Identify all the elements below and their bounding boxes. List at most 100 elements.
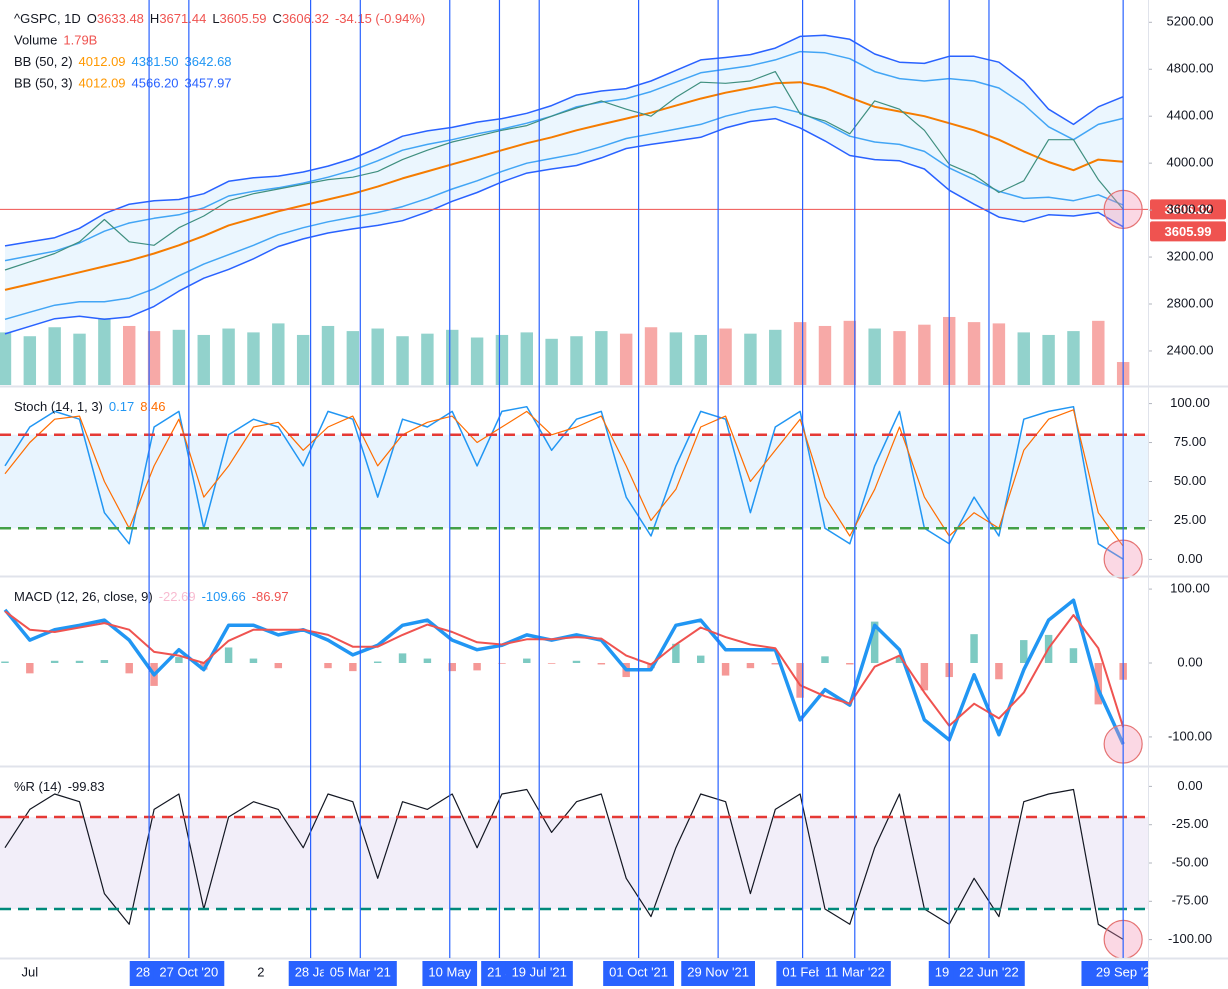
histogram-bar <box>50 660 59 663</box>
volume-bar <box>570 336 583 385</box>
y-tick-label: 100.00 <box>1170 395 1210 410</box>
histogram-bar <box>771 663 779 665</box>
volume-bar <box>371 328 384 385</box>
legend-text: H <box>150 11 159 26</box>
histogram-bar <box>498 663 506 664</box>
volume-bar <box>744 333 757 385</box>
x-tick-highlight <box>323 961 397 986</box>
volume-bar <box>545 338 558 385</box>
volume-bar <box>818 325 832 385</box>
legend-row: MACD (12, 26, close, 9) -22.69 -109.66 -86.… <box>14 589 289 604</box>
histogram-bar <box>547 663 556 664</box>
y-tick-label: 50.00 <box>1174 473 1207 488</box>
volume-bar <box>147 331 161 385</box>
legend-text: 3671.44 <box>159 11 206 26</box>
price-label: 3605.99 <box>1165 224 1212 239</box>
legend-text: MACD (12, 26, close, 9) <box>14 589 153 604</box>
volume-bar <box>346 331 360 385</box>
volume-bar <box>719 328 732 385</box>
legend-text: BB (50, 2) <box>14 54 73 69</box>
x-tick-label: 01 Feb <box>782 964 822 979</box>
histogram-bar <box>995 663 1003 680</box>
legend-text: 4566.20 <box>132 76 179 91</box>
x-tick-highlight <box>603 961 675 986</box>
histogram-bar <box>324 663 332 669</box>
volume-bar <box>694 334 707 385</box>
y-tick-label: 100.00 <box>1170 581 1210 596</box>
legend-text: 3642.68 <box>185 54 232 69</box>
y-tick-label: -25.00 <box>1172 816 1209 831</box>
histogram-bar <box>373 661 382 663</box>
volume-bar <box>918 324 931 385</box>
legend-text: -22.69 <box>159 589 196 604</box>
x-tick-label: 01 Oct '21 <box>609 964 668 979</box>
legend-row: Stoch (14, 1, 3) 0.17 8.46 <box>14 399 166 414</box>
y-tick-label: 5200.00 <box>1167 14 1214 29</box>
volume-bar <box>197 334 210 385</box>
y-tick-label: -100.00 <box>1168 931 1212 946</box>
volume-bar <box>619 333 633 385</box>
volume-bar <box>446 329 459 385</box>
histogram-bar <box>224 647 233 663</box>
volume-bar <box>98 318 111 385</box>
legend-text: -86.97 <box>252 589 289 604</box>
y-tick-label: 0.00 <box>1177 654 1202 669</box>
x-tick-highlight <box>1081 961 1148 986</box>
x-tick-label: 2 <box>257 964 264 979</box>
volume-bar <box>296 334 310 385</box>
legend-row: %R (14) -99.83 <box>14 779 105 794</box>
legend-text: O <box>87 11 97 26</box>
legend-text: ^GSPC, 1D <box>14 11 81 26</box>
histogram-bar <box>572 660 581 663</box>
histogram-bar <box>746 663 755 669</box>
legend-text: BB (50, 3) <box>14 76 73 91</box>
volume-bar <box>992 323 1006 385</box>
volume-bar <box>321 325 335 385</box>
volume-bar <box>669 332 683 385</box>
volume-bar <box>495 334 509 385</box>
histogram-bar <box>697 655 705 663</box>
volume-bar <box>843 320 857 385</box>
y-tick-label: 3200.00 <box>1167 248 1214 263</box>
price-label-box <box>1150 221 1226 242</box>
y-tick-label: 3600.00 <box>1167 202 1214 217</box>
volume-bar <box>793 322 807 385</box>
x-tick-highlight <box>505 961 573 986</box>
volume-bar <box>868 328 881 385</box>
histogram-bar <box>672 643 680 663</box>
histogram-bar <box>721 663 730 676</box>
x-tick-label: 22 Jun '22 <box>959 964 1019 979</box>
legend-text: 3633.48 <box>97 11 144 26</box>
y-tick-label: 4000.00 <box>1167 155 1214 170</box>
legend-text: 3457.97 <box>185 76 232 91</box>
volume-bar <box>893 331 906 385</box>
legend-text: 4381.50 <box>132 54 179 69</box>
histogram-bar <box>1069 648 1078 663</box>
y-tick-label: -100.00 <box>1168 728 1212 743</box>
x-tick-highlight <box>953 961 1025 986</box>
legend-text: 3605.59 <box>220 11 267 26</box>
histogram-bar <box>26 663 34 674</box>
histogram-bar <box>423 658 432 663</box>
legend-text: -109.66 <box>202 589 246 604</box>
line <box>4 409 1124 547</box>
x-tick-label: 10 May <box>428 964 471 979</box>
volume-bar <box>396 336 409 385</box>
volume-bar <box>23 336 37 385</box>
legend-text: 1.79B <box>63 33 97 48</box>
legend-row: BB (50, 3) 4012.09 4566.20 3457.97 <box>14 76 232 91</box>
histogram-bar <box>870 621 879 663</box>
legend-text: %R (14) <box>14 779 62 794</box>
histogram-bar <box>349 663 357 672</box>
y-tick-label: -75.00 <box>1172 893 1209 908</box>
y-tick-label: 4400.00 <box>1167 108 1214 123</box>
volume-bar <box>123 325 136 385</box>
legend-text: -99.83 <box>68 779 105 794</box>
y-tick-label: -50.00 <box>1172 854 1209 869</box>
histogram-bar <box>846 663 854 665</box>
histogram-bar <box>796 663 804 698</box>
y-tick-label: 2400.00 <box>1167 342 1214 357</box>
volume-bar <box>1092 320 1105 385</box>
